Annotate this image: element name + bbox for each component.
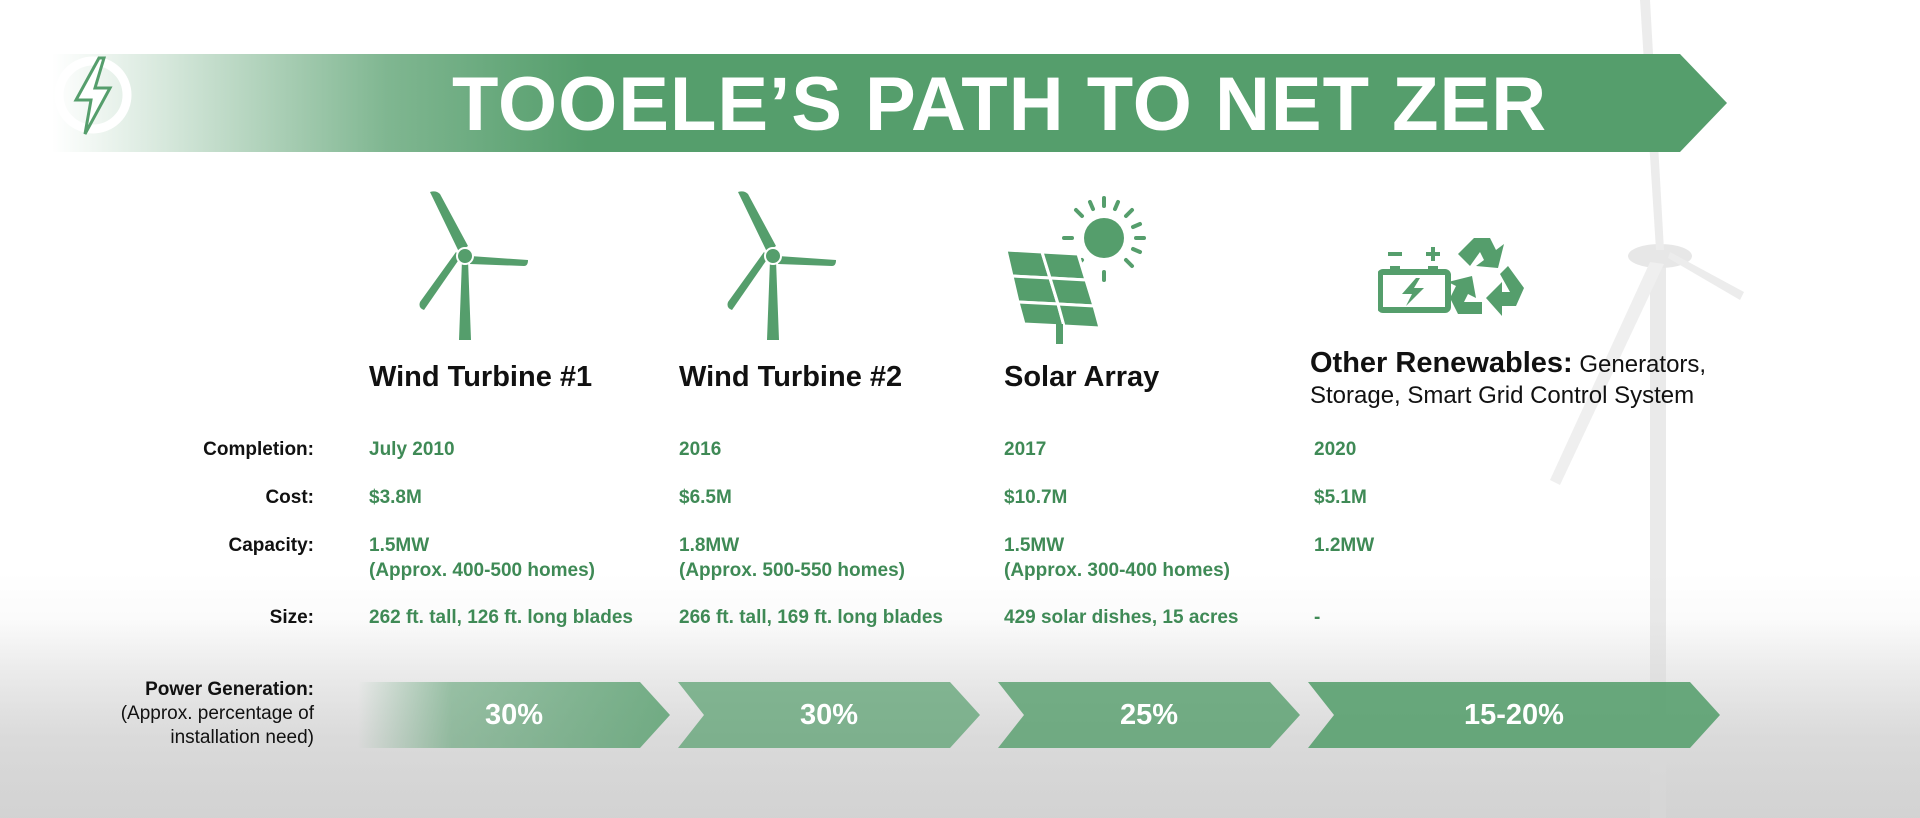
power-generation-sub-2: installation need) [170, 727, 314, 748]
other-renewables-title-line2: Storage, Smart Grid Control System [1310, 382, 1695, 409]
power-generation-sub-1: (Approx. percentage of [120, 703, 314, 724]
row-label-size: Size: [269, 607, 314, 628]
lightning-bolt-icon [54, 56, 132, 135]
row-label-cost: Cost: [265, 487, 314, 508]
column-title-solar-array: Solar Array [1004, 361, 1160, 393]
capacity-homes: (Approx. 400-500 homes) [369, 560, 595, 581]
row-label-capacity: Capacity: [228, 535, 314, 556]
capacity-mw: 1.5MW [1004, 535, 1065, 556]
size-value: 429 solar dishes, 15 acres [1004, 607, 1239, 628]
completion-value: July 2010 [369, 439, 455, 460]
power-arrow-shape [678, 682, 980, 748]
capacity-mw: 1.8MW [679, 535, 740, 556]
solar-panel-icon [1004, 196, 1146, 344]
row-label-completion: Completion: [203, 439, 314, 460]
capacity-value: 1.5MW (Approx. 400-500 homes) [369, 533, 595, 583]
power-arrow: 25% [998, 682, 1300, 748]
capacity-value: 1.8MW (Approx. 500-550 homes) [679, 533, 905, 583]
power-value: 25% [1119, 699, 1179, 731]
other-renewables-title-rest: Generators, [1572, 351, 1707, 378]
wind-turbine-icon [419, 191, 528, 340]
size-value: 266 ft. tall, 169 ft. long blades [679, 607, 943, 628]
completion-value: 2017 [1004, 439, 1047, 460]
battery-recycle-icon [1378, 238, 1524, 316]
wind-turbine-icon [727, 191, 836, 340]
cost-value: $5.1M [1314, 487, 1367, 508]
size-value: - [1314, 607, 1321, 628]
other-renewables-title-lead: Other Renewables: [1310, 347, 1573, 379]
cost-value: $10.7M [1004, 487, 1068, 508]
column-title-wind-turbine-1: Wind Turbine #1 [369, 361, 593, 393]
power-arrow: 30% [358, 682, 670, 748]
power-arrow: 15-20% [1308, 682, 1720, 748]
page-title: TOOELE’S PATH TO NET ZER [452, 60, 1547, 150]
power-value: 30% [484, 699, 544, 731]
power-arrow-shape [358, 682, 670, 748]
capacity-homes: (Approx. 500-550 homes) [679, 560, 905, 581]
power-value: 15-20% [1464, 699, 1564, 731]
column-title-other-renewables: Other Renewables: Generators, Storage, S… [1310, 348, 1706, 411]
column-title-wind-turbine-2: Wind Turbine #2 [679, 361, 903, 393]
power-arrow: 30% [678, 682, 980, 748]
power-generation-label: Power Generation: (Approx. percentage of… [70, 678, 314, 750]
power-value: 30% [799, 699, 859, 731]
capacity-value: 1.5MW (Approx. 300-400 homes) [1004, 533, 1230, 583]
power-arrow-shape [998, 682, 1300, 748]
cost-value: $6.5M [679, 487, 732, 508]
title-banner: TOOELE’S PATH TO NET ZER [52, 54, 1727, 152]
size-value: 262 ft. tall, 126 ft. long blades [369, 607, 633, 628]
capacity-value: 1.2MW [1314, 535, 1375, 556]
power-generation-heading: Power Generation: [145, 679, 314, 700]
completion-value: 2016 [679, 439, 722, 460]
cost-value: $3.8M [369, 487, 422, 508]
title-part-2: NET ZER [1215, 62, 1548, 147]
title-part-1: TOOELE’S PATH TO [452, 62, 1216, 147]
capacity-mw: 1.5MW [369, 535, 430, 556]
completion-value: 2020 [1314, 439, 1357, 460]
power-arrow-shape [1308, 682, 1720, 748]
banner-arrow-shape [52, 54, 1727, 152]
capacity-homes: (Approx. 300-400 homes) [1004, 560, 1230, 581]
